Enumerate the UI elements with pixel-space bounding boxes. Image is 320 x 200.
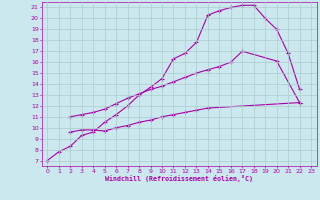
X-axis label: Windchill (Refroidissement éolien,°C): Windchill (Refroidissement éolien,°C) [105, 175, 253, 182]
